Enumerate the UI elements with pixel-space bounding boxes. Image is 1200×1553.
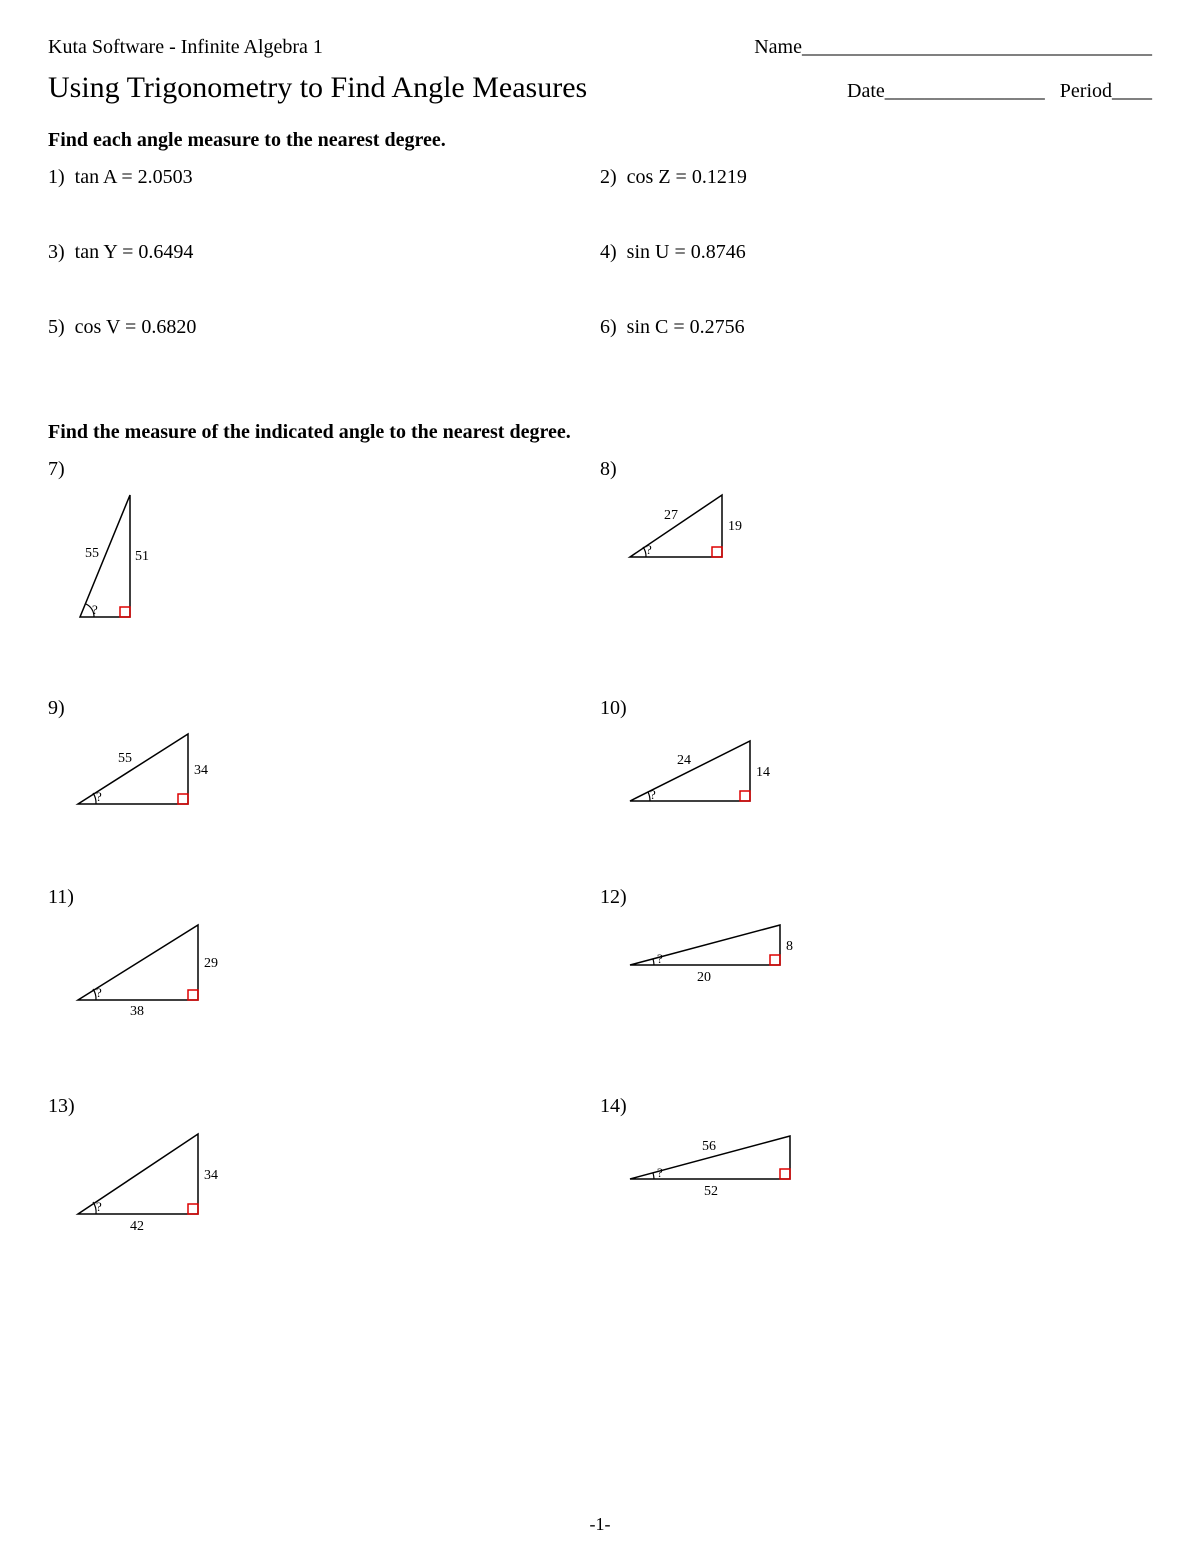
brand-text: Kuta Software - Infinite Algebra 1 xyxy=(48,36,323,59)
fig-row-11-12: 11) ? 29 38 12) ? 8 xyxy=(48,886,1152,1025)
q2-text: cos Z = 0.1219 xyxy=(627,166,747,188)
q9: 9) ? 55 34 xyxy=(48,697,600,816)
q13: 13) ? 34 42 xyxy=(48,1095,600,1239)
q1-text: tan A = 2.0503 xyxy=(75,166,193,188)
q12: 12) ? 8 20 xyxy=(600,886,1152,1025)
q3: 3) tan Y = 0.6494 xyxy=(48,241,600,264)
svg-text:27: 27 xyxy=(664,508,678,523)
page-footer: -1- xyxy=(0,1514,1200,1535)
q12-figure: ? 8 20 xyxy=(622,915,1152,995)
q13-figure: ? 34 42 xyxy=(70,1124,600,1239)
section1-row1: 1) tan A = 2.0503 2) cos Z = 0.1219 xyxy=(48,166,1152,241)
q8: 8) ? 27 19 xyxy=(600,458,1152,627)
section2-heading: Find the measure of the indicated angle … xyxy=(48,421,1152,444)
q9-num: 9) xyxy=(48,697,600,720)
q5: 5) cos V = 0.6820 xyxy=(48,316,600,339)
q4-text: sin U = 0.8746 xyxy=(627,241,746,263)
svg-text:19: 19 xyxy=(728,519,742,534)
q14-figure: ? 56 52 xyxy=(622,1124,1152,1204)
section1-row2: 3) tan Y = 0.6494 4) sin U = 0.8746 xyxy=(48,241,1152,316)
q4-num: 4) xyxy=(600,241,617,263)
svg-text:?: ? xyxy=(92,602,98,617)
q2: 2) cos Z = 0.1219 xyxy=(600,166,1152,189)
q8-figure: ? 27 19 xyxy=(622,487,1152,567)
svg-text:52: 52 xyxy=(704,1184,718,1199)
date-period: Date________________ Period____ xyxy=(847,80,1152,103)
q9-figure: ? 55 34 xyxy=(70,726,600,816)
q5-text: cos V = 0.6820 xyxy=(75,316,197,338)
title-row: Using Trigonometry to Find Angle Measure… xyxy=(48,71,1152,105)
q6: 6) sin C = 0.2756 xyxy=(600,316,1152,339)
q14: 14) ? 56 52 xyxy=(600,1095,1152,1239)
svg-text:42: 42 xyxy=(130,1219,144,1234)
svg-text:?: ? xyxy=(96,1199,102,1214)
svg-text:8: 8 xyxy=(786,939,793,954)
svg-text:?: ? xyxy=(650,787,656,802)
svg-text:?: ? xyxy=(657,1165,663,1180)
svg-text:56: 56 xyxy=(702,1139,716,1154)
q5-num: 5) xyxy=(48,316,65,338)
q3-num: 3) xyxy=(48,241,65,263)
q14-num: 14) xyxy=(600,1095,1152,1118)
q6-text: sin C = 0.2756 xyxy=(627,316,745,338)
q1-num: 1) xyxy=(48,166,65,188)
header-top: Kuta Software - Infinite Algebra 1 Name_… xyxy=(48,36,1152,59)
q10: 10) ? 24 14 xyxy=(600,697,1152,816)
q7-num: 7) xyxy=(48,458,600,481)
q4: 4) sin U = 0.8746 xyxy=(600,241,1152,264)
q12-num: 12) xyxy=(600,886,1152,909)
period-blank: Period____ xyxy=(1060,80,1152,102)
svg-text:20: 20 xyxy=(697,970,711,985)
name-blank: Name___________________________________ xyxy=(754,36,1152,59)
q10-figure: ? 24 14 xyxy=(622,726,1152,811)
q7: 7) ? 55 51 xyxy=(48,458,600,627)
svg-text:34: 34 xyxy=(194,763,208,778)
svg-text:?: ? xyxy=(657,951,663,966)
q11-figure: ? 29 38 xyxy=(70,915,600,1025)
svg-text:?: ? xyxy=(96,789,102,804)
svg-text:24: 24 xyxy=(677,753,691,768)
svg-text:55: 55 xyxy=(118,751,132,766)
svg-text:38: 38 xyxy=(130,1004,144,1019)
q6-num: 6) xyxy=(600,316,617,338)
q10-num: 10) xyxy=(600,697,1152,720)
fig-row-7-8: 7) ? 55 51 8) ? 27 xyxy=(48,458,1152,627)
worksheet-page: Kuta Software - Infinite Algebra 1 Name_… xyxy=(0,0,1200,1553)
q2-num: 2) xyxy=(600,166,617,188)
fig-row-13-14: 13) ? 34 42 14) ? 56 xyxy=(48,1095,1152,1239)
date-blank: Date________________ xyxy=(847,80,1045,102)
section1-row3: 5) cos V = 0.6820 6) sin C = 0.2756 xyxy=(48,316,1152,391)
svg-text:14: 14 xyxy=(756,765,770,780)
q13-num: 13) xyxy=(48,1095,600,1118)
q11-num: 11) xyxy=(48,886,600,909)
svg-text:?: ? xyxy=(646,542,652,557)
svg-text:51: 51 xyxy=(135,549,149,564)
svg-text:29: 29 xyxy=(204,956,218,971)
q7-figure: ? 55 51 xyxy=(70,487,600,627)
page-title: Using Trigonometry to Find Angle Measure… xyxy=(48,71,587,105)
q11: 11) ? 29 38 xyxy=(48,886,600,1025)
svg-text:34: 34 xyxy=(204,1168,218,1183)
svg-text:?: ? xyxy=(96,985,102,1000)
fig-row-9-10: 9) ? 55 34 10) ? 24 xyxy=(48,697,1152,816)
q3-text: tan Y = 0.6494 xyxy=(75,241,194,263)
q8-num: 8) xyxy=(600,458,1152,481)
section1-heading: Find each angle measure to the nearest d… xyxy=(48,129,1152,152)
svg-text:55: 55 xyxy=(85,546,99,561)
q1: 1) tan A = 2.0503 xyxy=(48,166,600,189)
